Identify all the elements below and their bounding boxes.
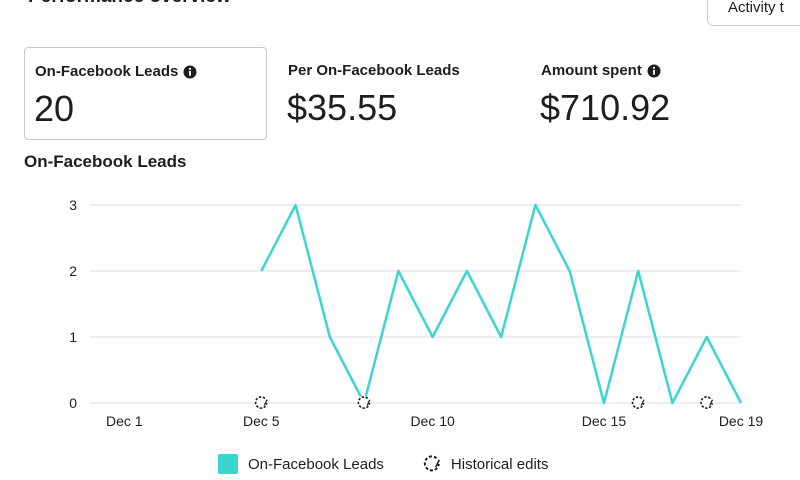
metric-label-row: Amount spent: [541, 62, 661, 79]
info-icon[interactable]: [647, 64, 661, 78]
metric-card-amount-spent[interactable]: Amount spent $710.92: [531, 47, 771, 140]
historical-edit-marker[interactable]: [699, 395, 714, 411]
historical-edit-icon: [423, 455, 440, 472]
metric-value: 20: [34, 88, 75, 129]
x-tick-label: Dec 5: [243, 413, 280, 429]
activity-button[interactable]: Activity t: [707, 0, 800, 26]
historical-edit-marker[interactable]: [356, 395, 372, 411]
metric-card-cost-per-lead[interactable]: Per On-Facebook Leads $35.55: [278, 47, 518, 140]
x-tick-label: Dec 10: [410, 413, 455, 429]
legend-swatch: [218, 454, 238, 474]
y-tick-label: 1: [69, 329, 77, 345]
legend-label: On-Facebook Leads: [248, 455, 384, 473]
metric-value: $35.55: [287, 87, 398, 128]
legend-item-leads[interactable]: On-Facebook Leads: [218, 454, 384, 474]
metric-label: Per On-Facebook Leads: [288, 62, 460, 79]
x-tick-label: Dec 1: [106, 413, 143, 429]
metric-value: $710.92: [540, 87, 671, 128]
legend-label: Historical edits: [450, 455, 549, 473]
x-tick-label: Dec 19: [719, 413, 764, 429]
metric-label-row: On-Facebook Leads: [35, 63, 197, 80]
x-tick-label: Dec 15: [582, 413, 627, 429]
y-tick-label: 3: [69, 197, 77, 213]
chart-title: On-Facebook Leads: [24, 152, 187, 171]
series-line: [260, 203, 743, 405]
historical-edit-marker[interactable]: [631, 395, 646, 411]
legend-item-historical-edits[interactable]: Historical edits: [422, 454, 549, 474]
info-icon[interactable]: [183, 65, 197, 79]
y-tick-label: 0: [69, 395, 77, 411]
metric-card-leads[interactable]: On-Facebook Leads 20: [24, 47, 267, 140]
metric-label: On-Facebook Leads: [35, 63, 179, 80]
historical-edit-marker[interactable]: [254, 395, 269, 411]
metric-label-row: Per On-Facebook Leads: [288, 62, 460, 79]
y-tick-label: 2: [69, 263, 77, 279]
chart-legend: On-Facebook Leads Historical edits: [218, 454, 548, 474]
page-title: Performance overview: [28, 0, 231, 8]
metric-label: Amount spent: [541, 62, 642, 79]
